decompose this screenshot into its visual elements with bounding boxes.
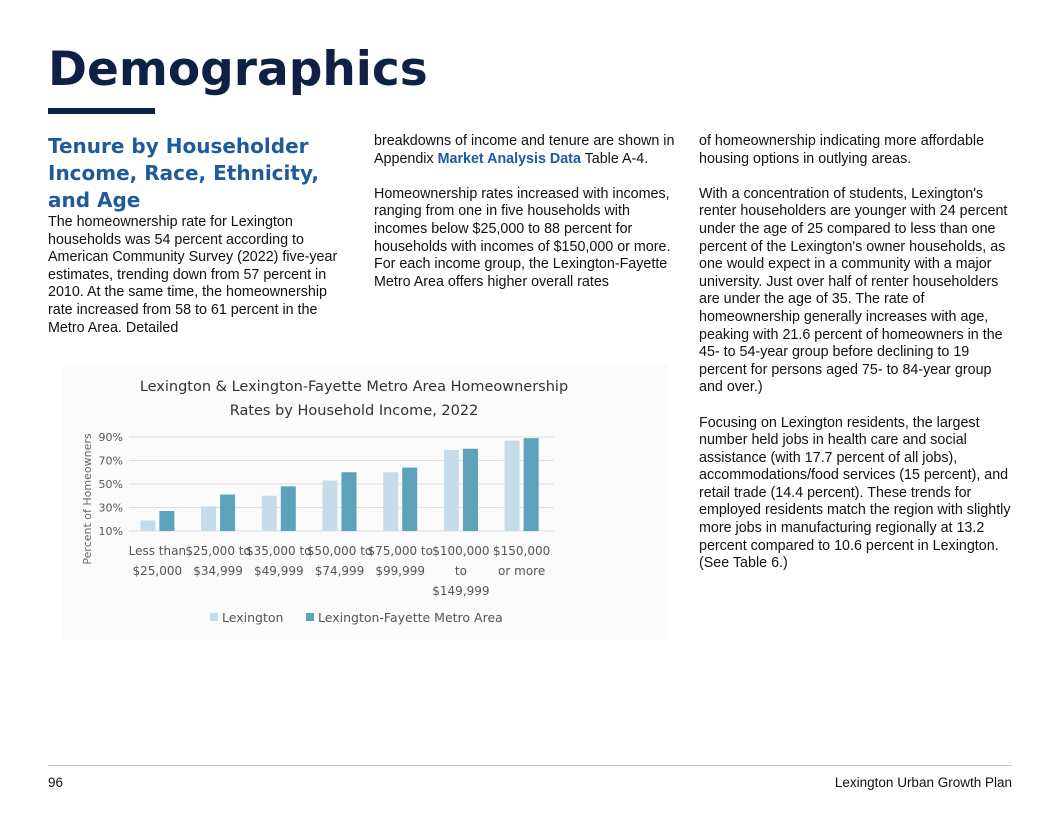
x-tick-label: $99,999 (375, 564, 425, 578)
y-tick-label: 50% (99, 478, 123, 491)
bar-metro (159, 511, 175, 531)
paragraph: Homeownership rates increased with incom… (374, 185, 671, 290)
x-tick-label: $25,000 to (185, 544, 250, 558)
bar-lexington (383, 472, 399, 531)
bar-metro (220, 494, 236, 531)
section-heading: Tenure by Householder Income, Race, Ethn… (48, 134, 320, 212)
y-tick-label: 90% (99, 431, 123, 444)
x-tick-label: $74,999 (315, 564, 365, 578)
bar-metro (523, 438, 539, 531)
legend-label: Lexington (222, 610, 283, 625)
legend-swatch (210, 613, 218, 621)
legend-swatch (306, 613, 314, 621)
bar-lexington (504, 440, 520, 531)
x-tick-label: $35,000 to (246, 544, 311, 558)
bar-metro (280, 486, 296, 531)
title-underline (48, 108, 155, 114)
market-analysis-link[interactable]: Market Analysis Data (437, 150, 581, 167)
x-tick-label: $149,999 (432, 584, 489, 598)
page-number: 96 (48, 775, 64, 790)
x-tick-label: $49,999 (254, 564, 304, 578)
chart-svg: Lexington & Lexington-Fayette Metro Area… (81, 379, 568, 625)
x-tick-label: $100,000 (432, 544, 489, 558)
bar-metro (402, 467, 418, 531)
footer-divider (48, 765, 1012, 766)
bar-metro (462, 448, 478, 531)
x-tick-label: Less than (129, 544, 186, 558)
y-tick-label: 10% (99, 525, 123, 538)
x-tick-label: $75,000 to (367, 544, 432, 558)
paragraph: The homeownership rate for Lexington hou… (48, 214, 338, 336)
legend-label: Lexington-Fayette Metro Area (318, 610, 503, 625)
column-1: Tenure by Householder Income, Race, Ethn… (48, 133, 348, 355)
chart-title-line2: Rates by Household Income, 2022 (230, 403, 479, 419)
y-tick-label: 30% (99, 502, 123, 515)
bar-lexington (322, 480, 338, 531)
text: breakdowns of income and tenure are show… (374, 133, 675, 167)
page-title: Demographics (48, 42, 428, 97)
chart-title-line1: Lexington & Lexington-Fayette Metro Area… (140, 379, 568, 395)
paragraph: With a concentration of students, Lexing… (699, 185, 1008, 396)
x-tick-label: $150,000 (493, 544, 550, 558)
bar-lexington (261, 495, 277, 531)
y-axis-label: Percent of Homeowners (81, 433, 94, 564)
x-tick-label: to (455, 564, 467, 578)
bar-metro (341, 472, 357, 531)
column-3: of homeownership indicating more afforda… (699, 133, 1011, 590)
text: Table A-4. (580, 150, 649, 167)
bar-lexington (201, 506, 217, 531)
x-tick-label: $50,000 to (307, 544, 372, 558)
paragraph: breakdowns of income and tenure are show… (374, 133, 686, 168)
footer-title: Lexington Urban Growth Plan (834, 775, 1012, 790)
paragraph: of homeownership indicating more afforda… (699, 133, 985, 167)
x-tick-label: $34,999 (193, 564, 243, 578)
homeownership-chart: Lexington & Lexington-Fayette Metro Area… (62, 365, 668, 640)
paragraph: Focusing on Lexington residents, the lar… (699, 414, 1011, 572)
bar-lexington (443, 449, 459, 531)
y-tick-label: 70% (99, 455, 123, 468)
column-2: breakdowns of income and tenure are show… (374, 133, 686, 309)
bar-lexington (140, 520, 156, 531)
x-tick-label: or more (498, 564, 545, 578)
x-tick-label: $25,000 (133, 564, 183, 578)
